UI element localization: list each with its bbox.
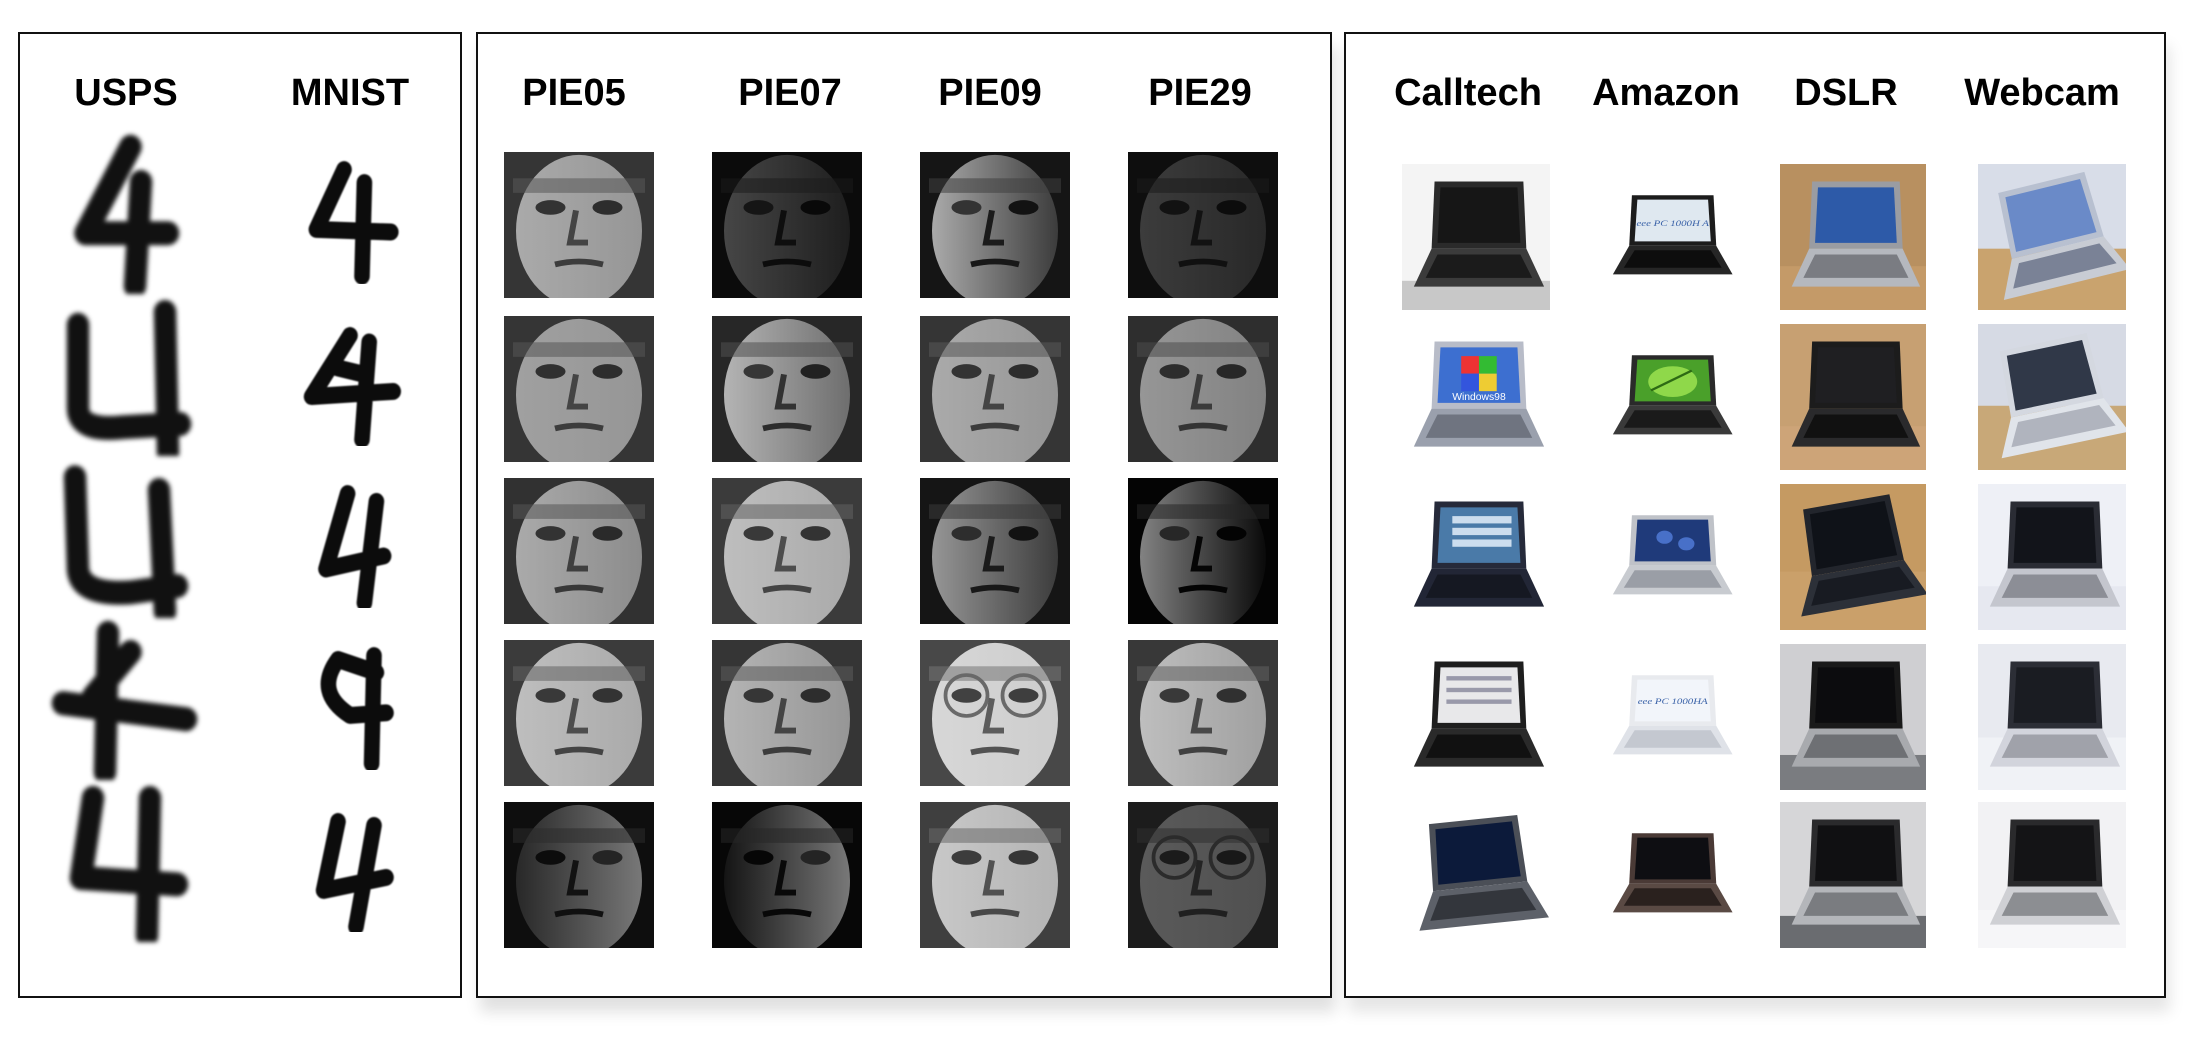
faces-panel: PIE05 PIE07 PIE09 PIE29 bbox=[476, 32, 1332, 998]
webcam-laptop-image bbox=[1978, 484, 2126, 630]
column-header-usps: USPS bbox=[74, 72, 178, 114]
face-image bbox=[712, 802, 862, 948]
calltech-laptop-image: Windows98 bbox=[1402, 324, 1550, 470]
amazon-laptop-image bbox=[1602, 342, 1738, 452]
column-header-mnist: MNIST bbox=[290, 72, 410, 114]
column-header-amazon: Amazon bbox=[1592, 72, 1740, 114]
face-image bbox=[504, 640, 654, 786]
usps-digit-image bbox=[48, 134, 198, 294]
face-image bbox=[1128, 640, 1278, 786]
dslr-laptop-image bbox=[1780, 802, 1926, 948]
face-image bbox=[920, 640, 1070, 786]
webcam-laptop-image bbox=[1978, 164, 2126, 310]
face-image bbox=[1128, 478, 1278, 624]
face-image bbox=[712, 316, 862, 462]
column-header-dslr: DSLR bbox=[1794, 72, 1898, 114]
mnist-digit-image bbox=[290, 154, 410, 284]
mnist-digit-image bbox=[290, 802, 410, 932]
column-header-pie05: PIE05 bbox=[522, 72, 626, 114]
calltech-laptop-image bbox=[1402, 484, 1550, 630]
face-image bbox=[504, 478, 654, 624]
column-header-pie09: PIE09 bbox=[938, 72, 1042, 114]
column-header-webcam: Webcam bbox=[1964, 72, 2120, 114]
column-header-calltech: Calltech bbox=[1394, 72, 1542, 114]
face-image bbox=[712, 152, 862, 298]
digits-panel: USPS MNIST bbox=[18, 32, 462, 998]
face-image bbox=[1128, 152, 1278, 298]
amazon-laptop-image: eee PC 1000H A bbox=[1602, 182, 1738, 292]
face-image bbox=[504, 152, 654, 298]
webcam-laptop-image bbox=[1978, 324, 2126, 470]
windows98-label: Windows98 bbox=[1452, 392, 1506, 403]
usps-digit-image bbox=[48, 458, 198, 618]
face-image bbox=[1128, 802, 1278, 948]
column-header-pie29: PIE29 bbox=[1148, 72, 1252, 114]
dslr-laptop-image bbox=[1780, 164, 1926, 310]
amazon-laptop-image: eee PC 1000HA bbox=[1602, 662, 1738, 772]
webcam-laptop-image bbox=[1978, 644, 2126, 790]
dslr-laptop-image bbox=[1780, 644, 1926, 790]
face-image bbox=[920, 478, 1070, 624]
office-panel: Calltech Amazon DSLR Webcam Windows98 eee… bbox=[1344, 32, 2166, 998]
mnist-digit-image bbox=[290, 478, 410, 608]
usps-digit-image bbox=[48, 296, 198, 456]
face-image bbox=[504, 316, 654, 462]
usps-digit-image bbox=[48, 782, 198, 942]
mnist-digit-image bbox=[290, 316, 410, 446]
amazon-laptop-image bbox=[1602, 820, 1738, 930]
calltech-laptop-image bbox=[1402, 802, 1550, 948]
column-header-pie07: PIE07 bbox=[738, 72, 842, 114]
face-image bbox=[920, 152, 1070, 298]
face-image bbox=[920, 802, 1070, 948]
face-image bbox=[504, 802, 654, 948]
amazon-laptop-image bbox=[1602, 502, 1738, 612]
face-image bbox=[712, 640, 862, 786]
usps-digit-image bbox=[48, 620, 198, 780]
mnist-digit-image bbox=[290, 640, 410, 770]
eee-pc-label: eee PC 1000H A bbox=[1636, 219, 1710, 229]
face-image bbox=[712, 478, 862, 624]
face-image bbox=[920, 316, 1070, 462]
dslr-laptop-image bbox=[1780, 484, 1926, 630]
calltech-laptop-image bbox=[1402, 644, 1550, 790]
webcam-laptop-image bbox=[1978, 802, 2126, 948]
eee-pc-label: eee PC 1000HA bbox=[1638, 697, 1709, 707]
calltech-laptop-image bbox=[1402, 164, 1550, 310]
face-image bbox=[1128, 316, 1278, 462]
dslr-laptop-image bbox=[1780, 324, 1926, 470]
